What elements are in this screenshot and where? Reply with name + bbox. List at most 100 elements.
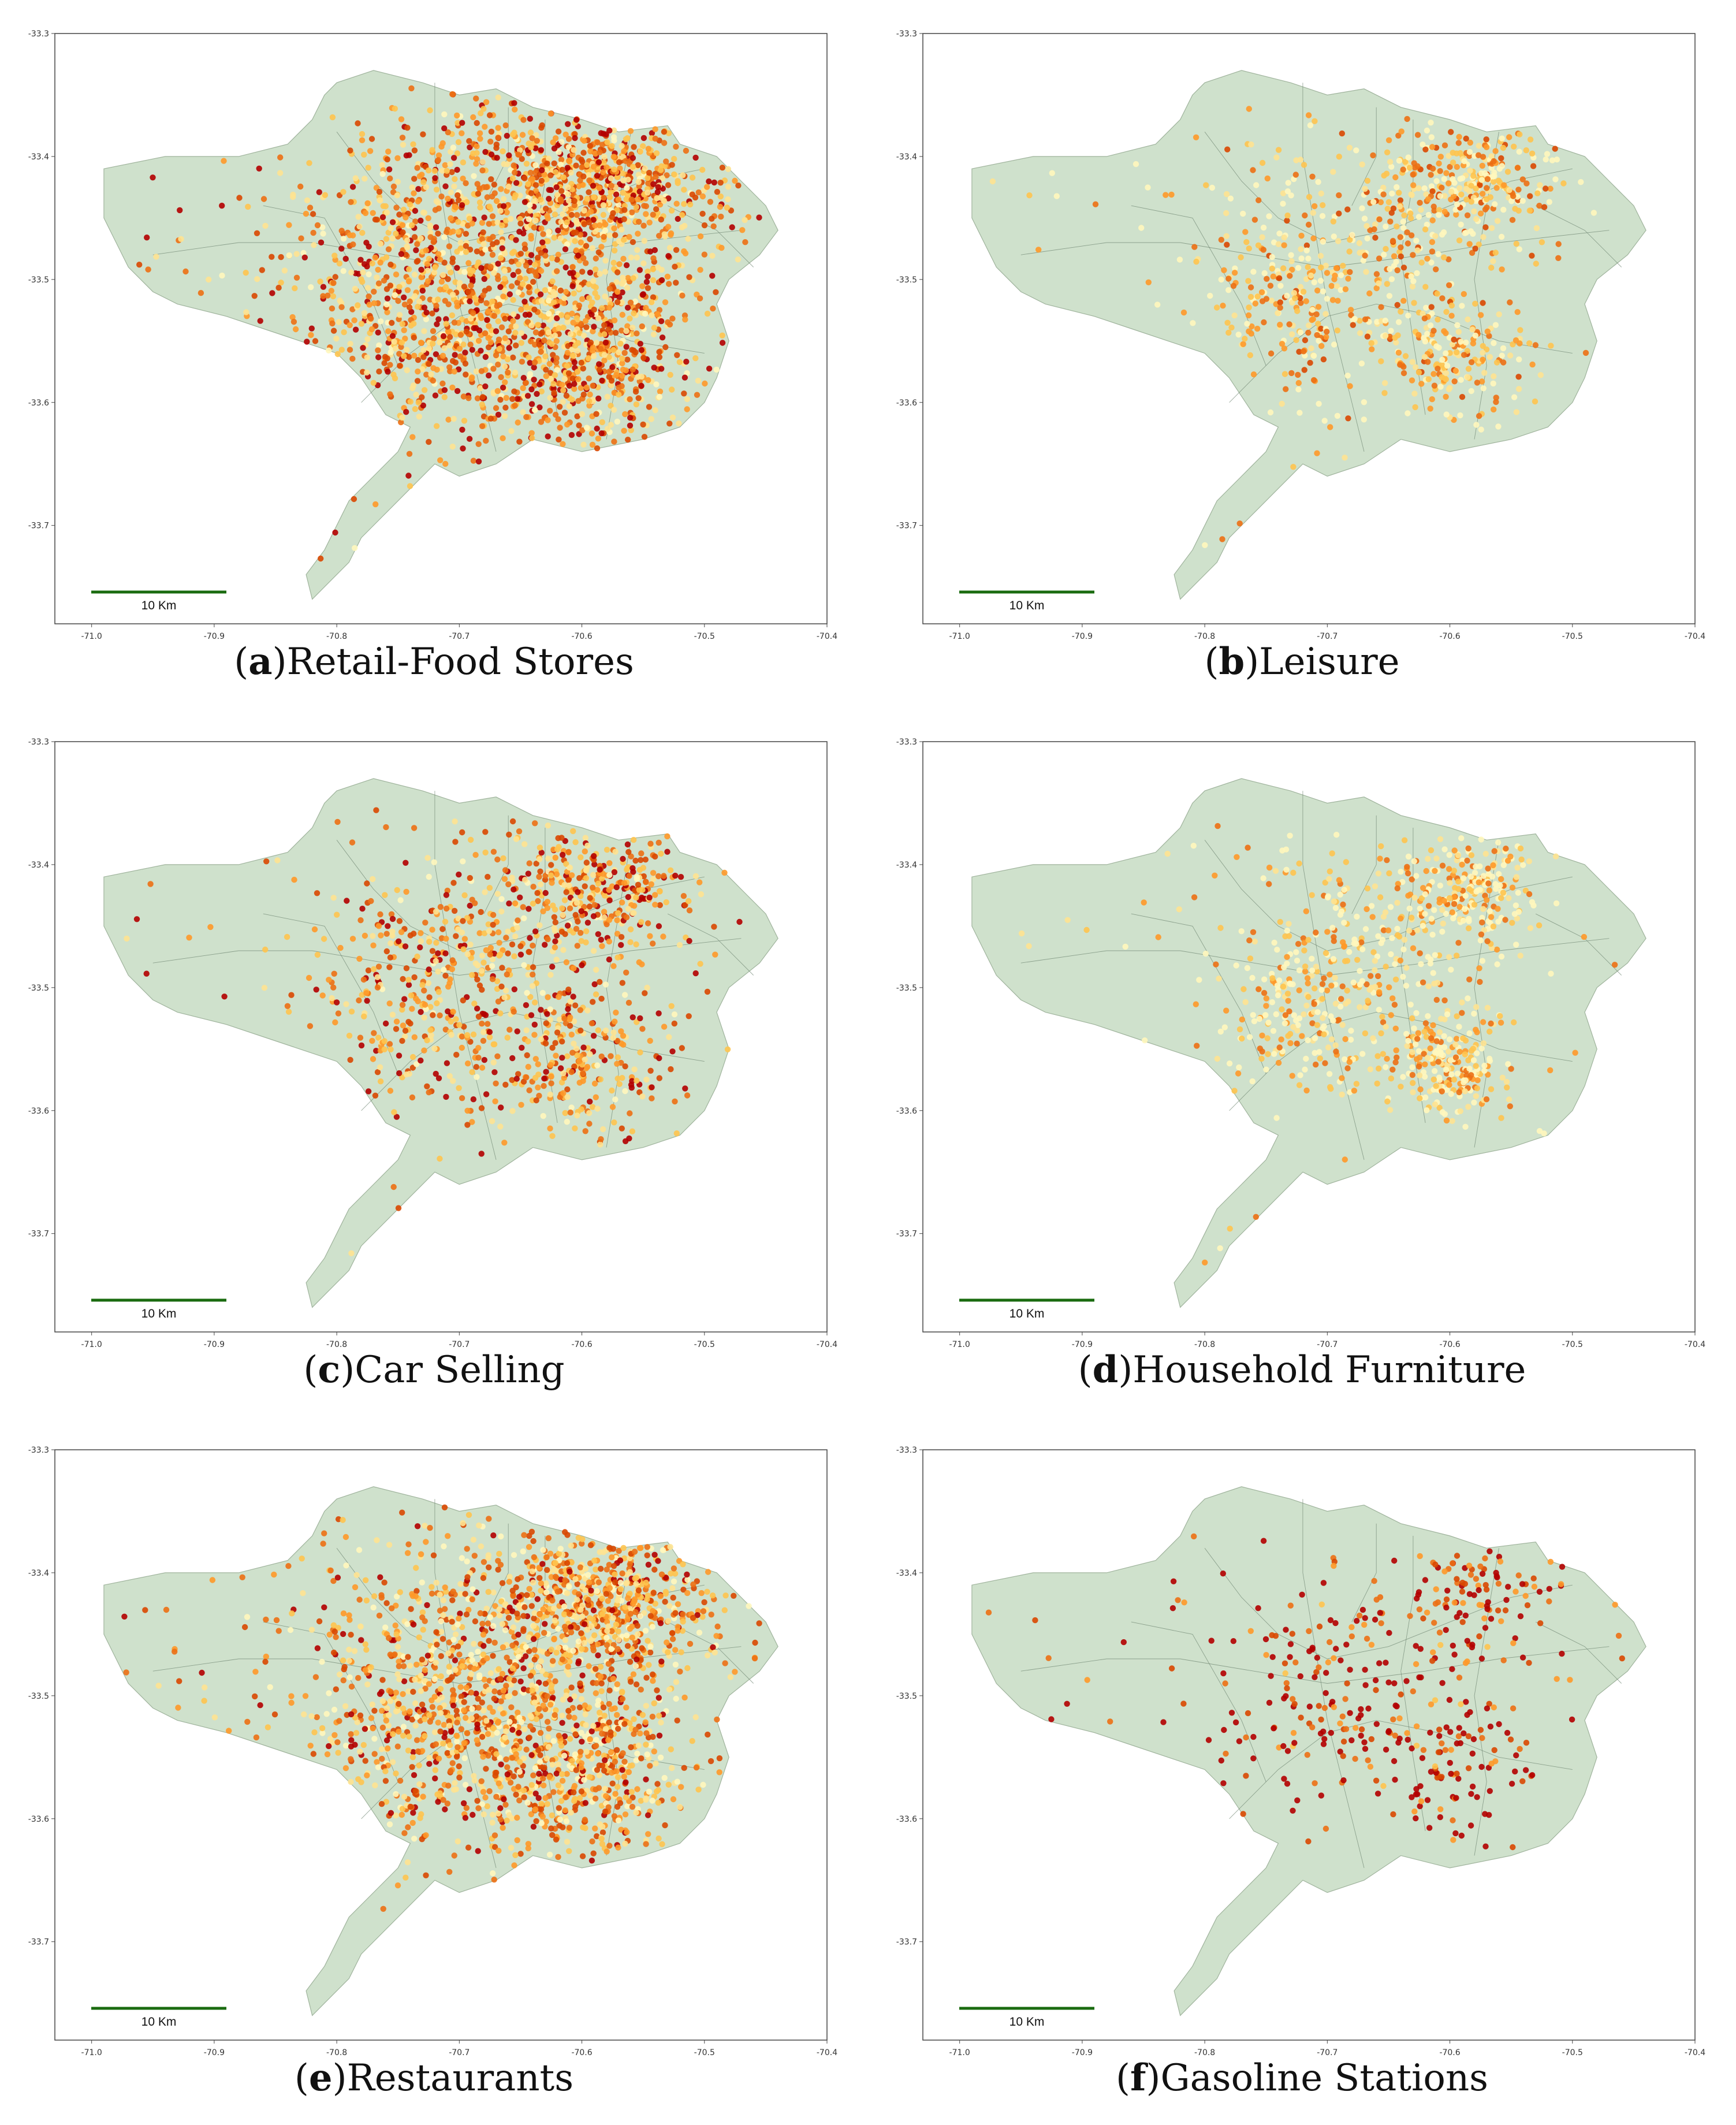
location-point [371,300,378,307]
location-point [1448,966,1454,973]
location-point [314,890,321,896]
location-point [549,880,555,886]
location-point [1335,297,1341,304]
location-point [1464,374,1471,381]
location-point [557,1065,564,1071]
location-point [699,210,706,217]
location-point [445,1008,451,1015]
location-point [1243,239,1250,245]
location-point [1291,290,1298,296]
location-point [564,349,571,356]
location-point [481,214,487,221]
location-point [642,990,648,996]
location-point [482,148,489,155]
location-point [608,183,614,189]
location-point [574,943,580,949]
location-point [573,925,580,932]
location-point [1361,416,1367,423]
location-point [498,186,504,192]
location-point [552,411,559,418]
location-point [552,938,558,944]
location-point [1261,976,1268,983]
location-point [441,125,448,132]
location-point [1498,233,1505,240]
location-point [1398,308,1404,315]
location-point [634,1077,640,1084]
location-point [532,1056,539,1062]
location-point [465,289,471,295]
location-point [657,388,664,395]
location-point [397,897,404,903]
district-boundary [1302,791,1365,1160]
location-point [1330,169,1336,175]
location-point [1430,371,1437,377]
location-point [1424,127,1430,134]
region-shape [103,778,778,1308]
location-point [629,163,636,170]
location-point [590,217,597,223]
location-point [1441,193,1448,199]
location-point [494,856,501,863]
location-point [413,1061,420,1067]
location-point [1501,182,1507,188]
location-point [620,237,627,243]
location-point [583,928,590,935]
location-point [1295,941,1302,947]
location-point [392,105,398,112]
location-point [1394,267,1400,274]
location-point [566,882,572,889]
location-point [1357,250,1363,256]
location-point [623,914,630,921]
location-point [654,189,661,195]
location-point [1398,128,1405,135]
location-point [448,269,454,276]
location-point [485,344,492,351]
location-point [679,1045,686,1051]
x-tick-label: -70.9 [204,632,225,641]
location-point [482,353,489,360]
location-point [1306,193,1313,200]
location-point [528,386,535,393]
location-point [695,377,702,384]
location-point [1493,399,1499,405]
location-point [334,911,340,918]
location-point [599,169,606,176]
location-point [653,206,660,213]
location-point [1225,287,1232,293]
location-point [571,381,578,387]
location-point [320,284,327,290]
location-point [469,972,475,978]
location-point [491,270,497,276]
location-point [498,229,504,236]
location-point [1377,199,1384,206]
location-point [511,1008,517,1015]
location-point [1362,1004,1369,1010]
location-point [541,337,547,344]
location-point [461,418,468,424]
location-point [1316,400,1322,407]
location-point [467,315,474,322]
location-point [553,355,560,362]
location-point [606,917,613,923]
location-point [603,1027,609,1034]
location-point [546,310,552,317]
location-point [316,189,322,195]
location-point [426,360,432,367]
location-point [686,907,693,914]
location-point [490,1059,497,1066]
location-point [1281,242,1287,248]
location-point [1393,259,1399,265]
location-point [473,368,480,375]
location-point [424,1037,430,1044]
location-point [470,1096,476,1103]
location-point [698,891,705,898]
location-point [487,415,494,422]
location-point [663,899,669,906]
x-tick-label: -70.4 [1685,632,1705,641]
location-point [578,359,584,366]
location-point [312,338,319,344]
location-point [1277,299,1283,306]
location-point [661,873,667,879]
location-point [475,441,482,447]
location-point [454,112,460,119]
